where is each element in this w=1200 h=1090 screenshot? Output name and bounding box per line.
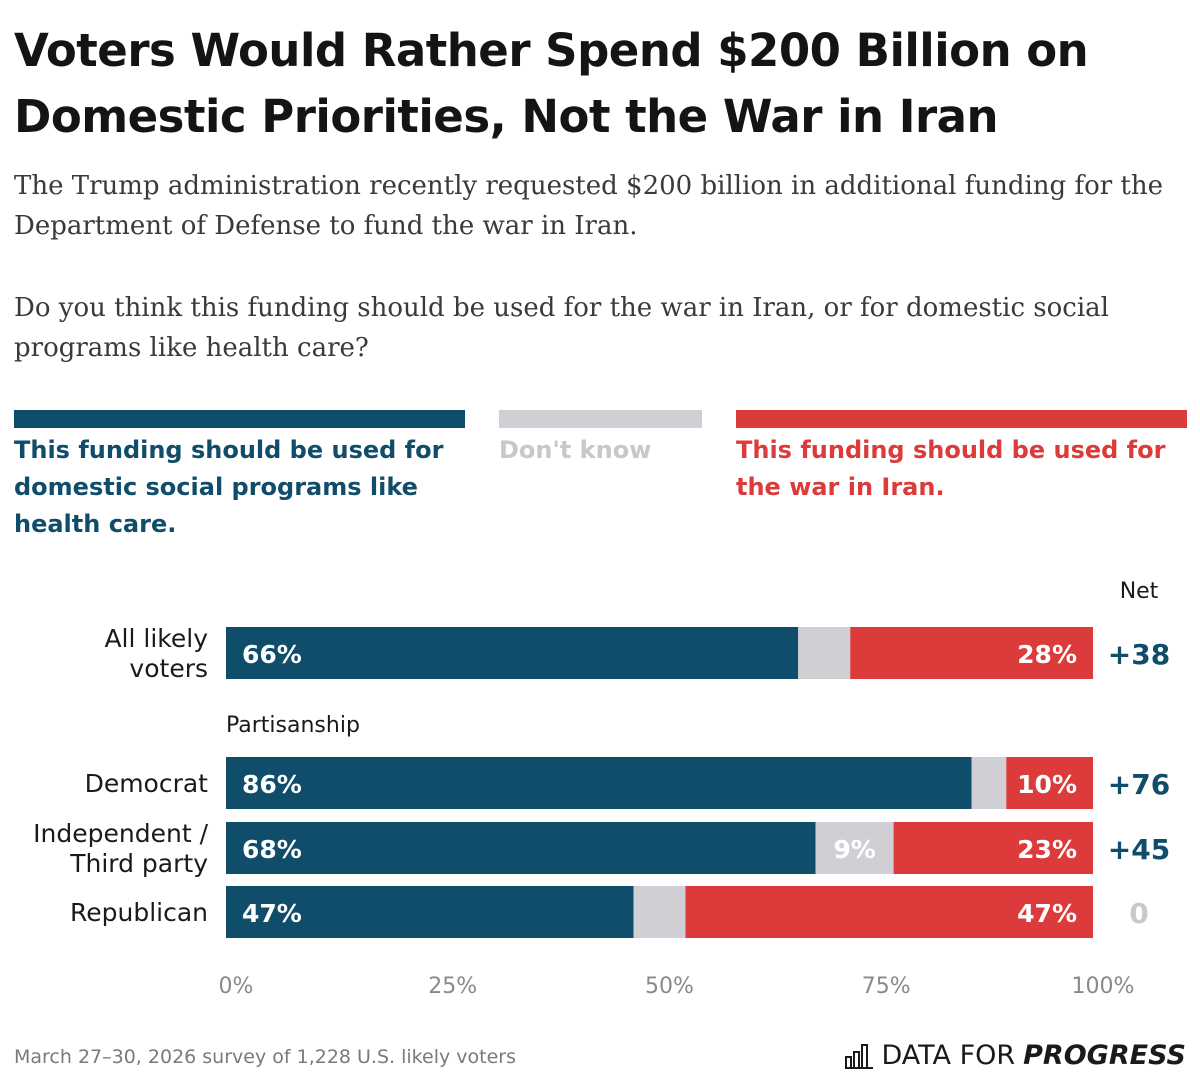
category-label-independent-third-party-line1: Independent / xyxy=(33,819,208,848)
x-tick-label-0: 0% xyxy=(219,974,254,999)
category-label-all-likely-voters-line2: voters xyxy=(129,654,208,683)
x-tick-label-25: 25% xyxy=(428,974,477,999)
bar-label-all-likely-voters-s0: 66% xyxy=(242,640,302,669)
net-value-independent-third-party: +45 xyxy=(1108,833,1170,866)
bar-segment-republican-s0 xyxy=(226,886,634,938)
bar-segment-independent-third-party-s0 xyxy=(226,822,816,874)
bar-segment-democrat-s1 xyxy=(971,757,1007,809)
legend-label-domestic: This funding should be used for domestic… xyxy=(14,436,444,538)
bar-segment-democrat-s2 xyxy=(1006,757,1093,809)
bar-segment-all-likely-voters-s0 xyxy=(226,627,799,679)
net-value-all-likely-voters: +38 xyxy=(1108,638,1170,671)
legend-swatch-war xyxy=(736,410,1187,428)
x-tick-label-50: 50% xyxy=(645,974,694,999)
x-tick-label-75: 75% xyxy=(862,974,911,999)
category-label-democrat: Democrat xyxy=(85,769,209,798)
legend-swatch-dont-know xyxy=(499,410,702,428)
bar-label-independent-third-party-s1: 9% xyxy=(833,835,875,864)
bar-label-independent-third-party-s2: 23% xyxy=(1017,835,1077,864)
group-header-partisanship: Partisanship xyxy=(226,713,360,738)
legend-swatch-domestic xyxy=(14,410,465,428)
net-value-democrat: +76 xyxy=(1108,768,1170,801)
logo-text-prefix: DATA FOR xyxy=(881,1040,1016,1071)
net-value-republican: 0 xyxy=(1129,897,1148,930)
legend-label-war: This funding should be used for the war … xyxy=(736,436,1166,501)
bar-segment-democrat-s0 xyxy=(226,757,972,809)
logo-text-suffix: PROGRESS xyxy=(1023,1040,1186,1071)
bar-label-independent-third-party-s0: 68% xyxy=(242,835,302,864)
category-label-republican: Republican xyxy=(70,898,208,927)
survey-question: Do you think this funding should be used… xyxy=(14,293,1109,363)
category-label-independent-third-party-line2: Third party xyxy=(69,849,208,878)
bar-chart-logo-icon xyxy=(845,1043,874,1069)
bar-segment-republican-s2 xyxy=(685,886,1093,938)
survey-footnote: March 27–30, 2026 survey of 1,228 U.S. l… xyxy=(14,1046,516,1068)
bar-segment-republican-s1 xyxy=(633,886,686,938)
bar-segment-independent-third-party-s1 xyxy=(815,822,894,874)
bar-label-all-likely-voters-s2: 28% xyxy=(1017,640,1077,669)
bar-segment-all-likely-voters-s1 xyxy=(798,627,851,679)
bar-label-republican-s0: 47% xyxy=(242,899,302,928)
data-for-progress-logo: DATA FOR PROGRESS xyxy=(845,1040,1186,1071)
chart-title: Voters Would Rather Spend $200 Billion o… xyxy=(14,24,1089,143)
net-header: Net xyxy=(1120,579,1159,604)
bar-label-democrat-s2: 10% xyxy=(1017,770,1077,799)
chart-subtitle: The Trump administration recently reques… xyxy=(14,171,1163,241)
legend-label-dont-know: Don't know xyxy=(499,436,652,464)
category-label-all-likely-voters-line1: All likely xyxy=(104,624,208,653)
x-tick-label-100: 100% xyxy=(1072,974,1135,999)
bar-segment-independent-third-party-s2 xyxy=(893,822,1093,874)
bar-label-republican-s2: 47% xyxy=(1017,899,1077,928)
bar-label-democrat-s0: 86% xyxy=(242,770,302,799)
bar-segment-all-likely-voters-s2 xyxy=(850,627,1093,679)
